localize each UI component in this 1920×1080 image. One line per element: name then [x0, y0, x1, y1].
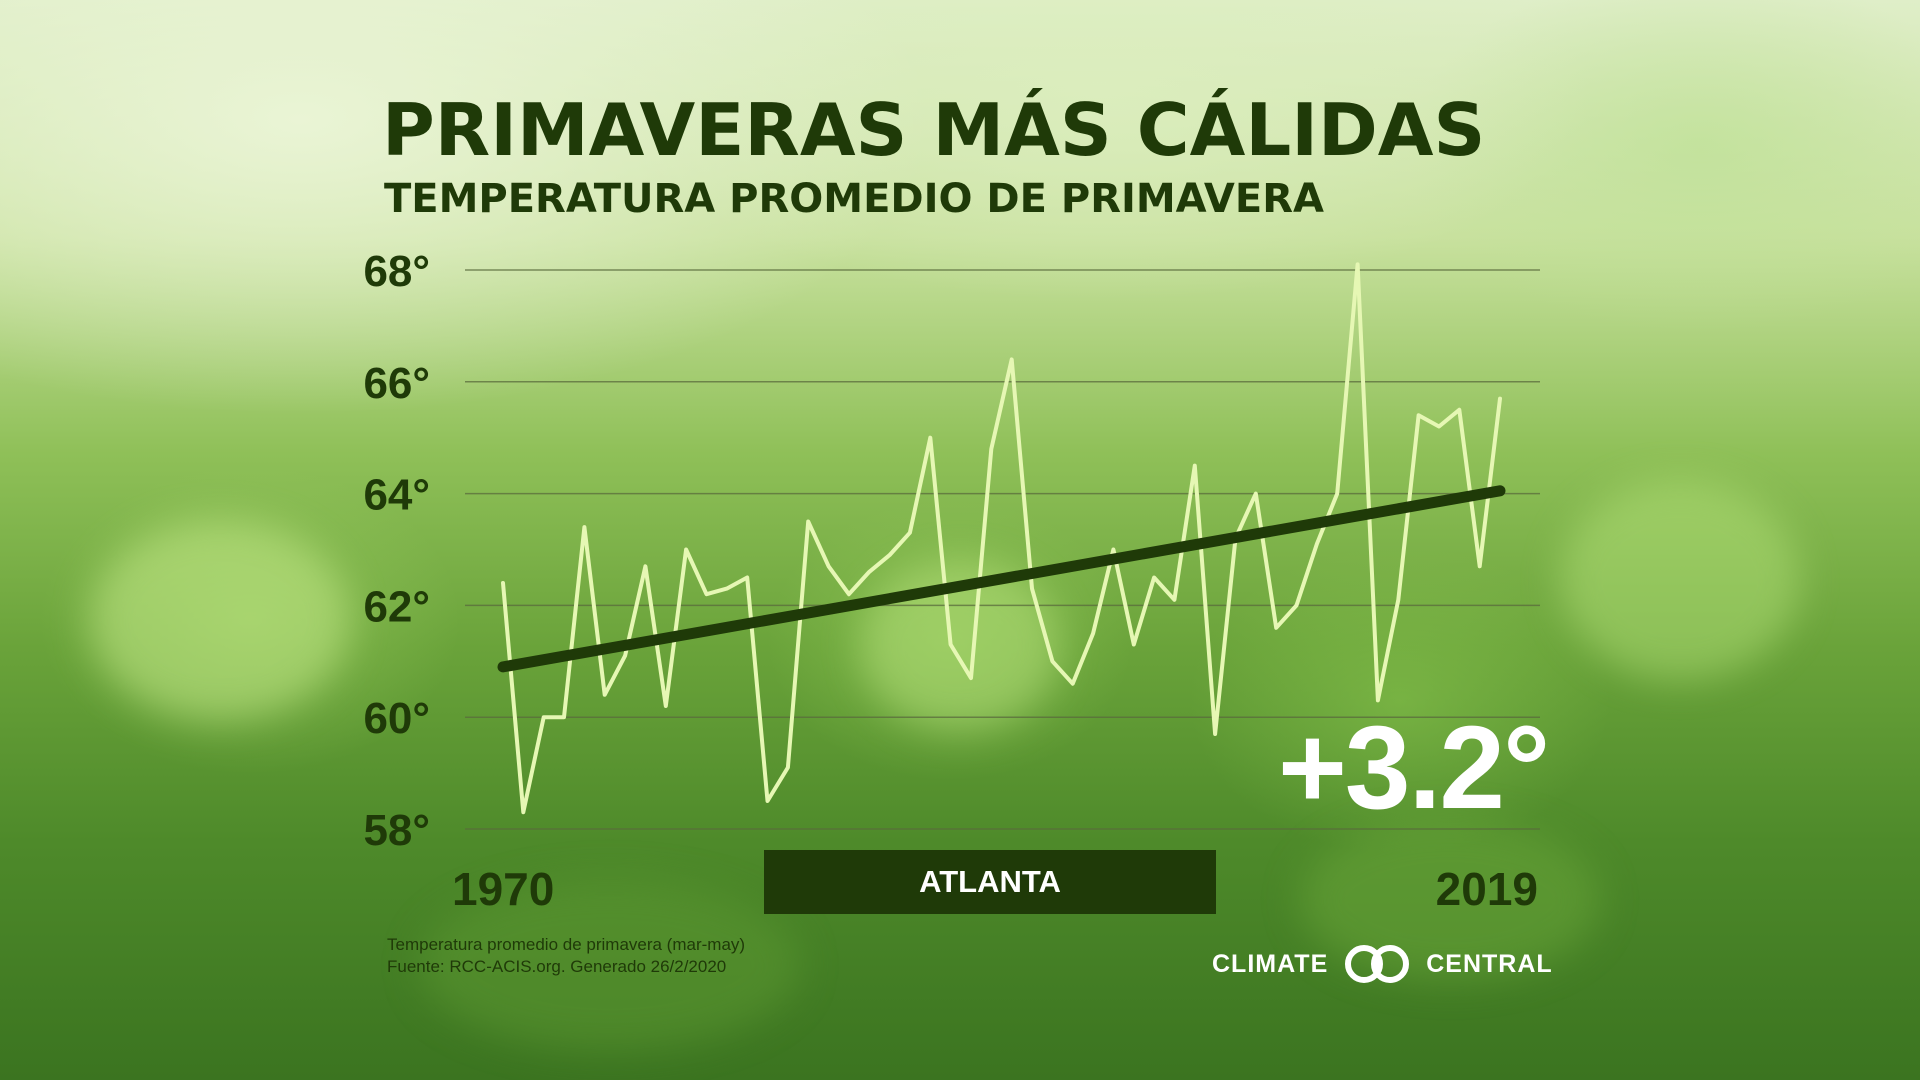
series-group — [501, 262, 1502, 815]
footnote-line-1: Temperatura promedio de primavera (mar-m… — [387, 935, 746, 954]
y-tick-label: 60° — [363, 694, 430, 743]
x-tick-label-end: 2019 — [1436, 863, 1538, 915]
y-tick-label: 58° — [363, 806, 430, 855]
trend-group — [497, 485, 1506, 673]
trend-line — [497, 485, 1506, 673]
temperature-series-line — [501, 262, 1502, 815]
x-axis-ticks: 1970 2019 — [452, 863, 1538, 915]
chart-title: PRIMAVERAS MÁS CÁLIDAS — [382, 88, 1486, 172]
y-tick-label: 64° — [363, 471, 430, 520]
grid-lines — [465, 269, 1540, 830]
x-tick-label-start: 1970 — [452, 863, 554, 915]
temperature-change-label: +3.2° — [1278, 702, 1550, 834]
footnote: Temperatura promedio de primavera (mar-m… — [387, 934, 745, 978]
location-label-box: ATLANTA — [764, 850, 1216, 914]
chart-subtitle: TEMPERATURA PROMEDIO DE PRIMAVERA — [384, 176, 1324, 222]
brand-word-left: CLIMATE — [1212, 949, 1329, 978]
y-tick-label: 68° — [363, 247, 430, 296]
footnote-line-2: Fuente: RCC-ACIS.org. Generado 26/2/2020 — [387, 957, 727, 976]
y-axis-ticks: 68° 66° 64° 62° 60° 58° — [363, 247, 430, 855]
y-tick-label: 66° — [363, 359, 430, 408]
climate-central-logo: CLIMATE CENTRAL — [1212, 942, 1553, 986]
double-ring-logo-icon — [1345, 945, 1410, 983]
y-tick-label: 62° — [363, 582, 430, 631]
brand-word-right: CENTRAL — [1426, 949, 1553, 978]
location-label: ATLANTA — [919, 864, 1061, 899]
